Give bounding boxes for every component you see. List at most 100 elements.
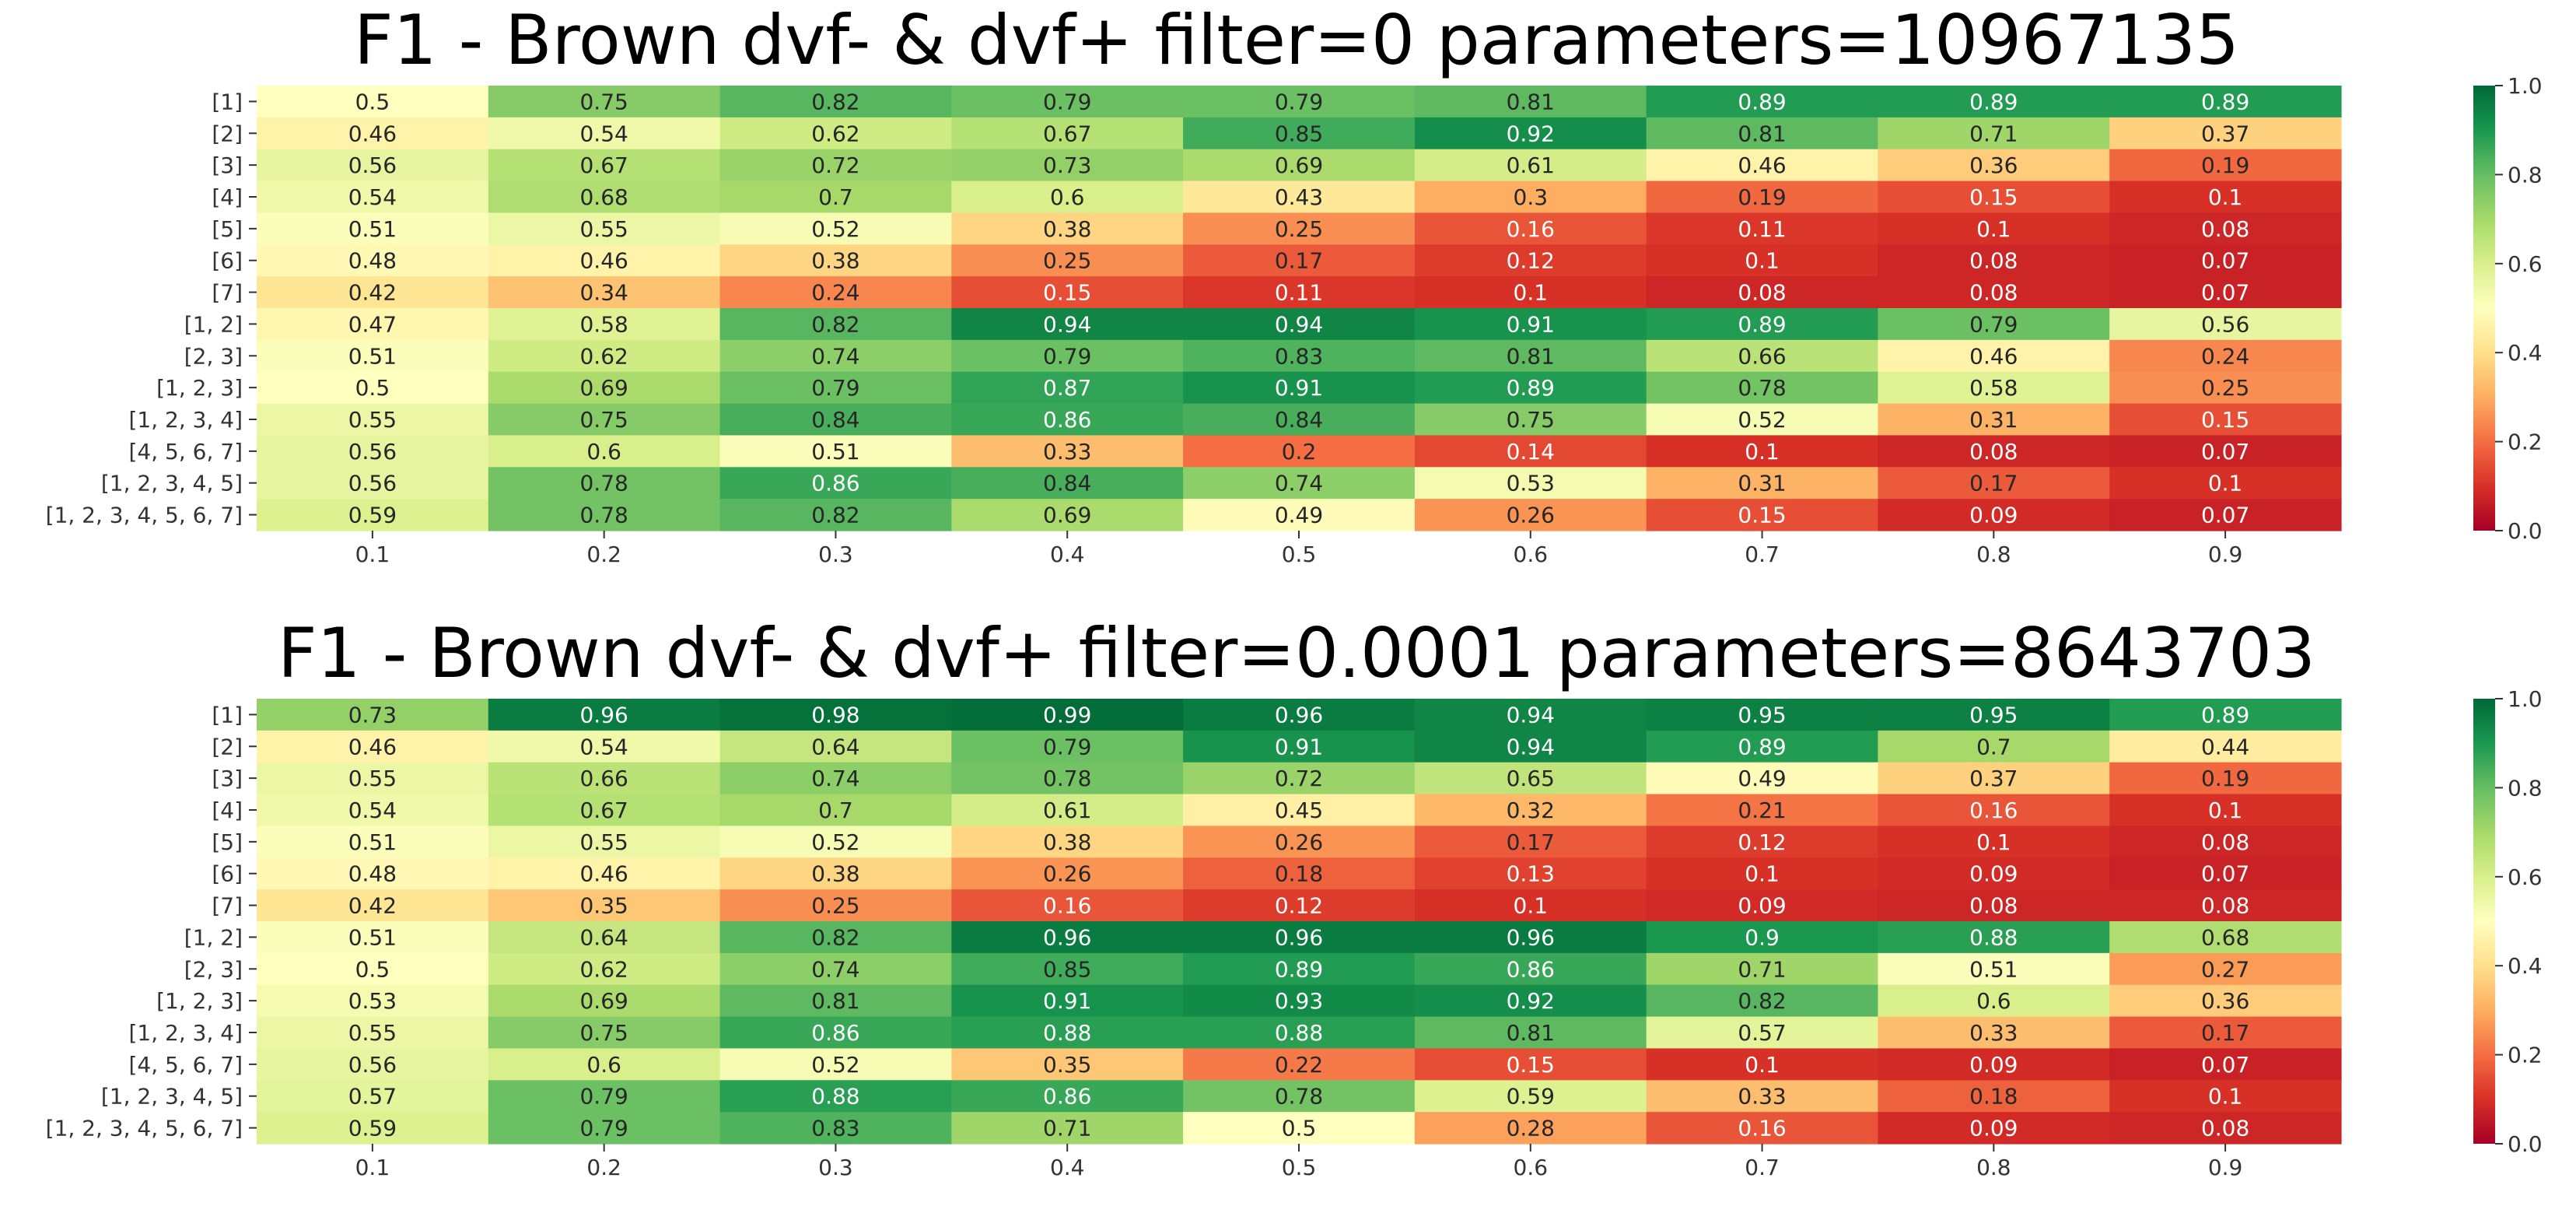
heatmap-cell [488, 1112, 721, 1145]
y-tick-label: [7] [212, 280, 243, 306]
heatmap-cell [1414, 117, 1647, 150]
cell-value-label: 0.82 [1738, 988, 1786, 1014]
heatmap-cell [1183, 730, 1416, 763]
heatmap-chart-bottom: F1 - Brown dvf- & dvf+ filter=0.0001 par… [46, 613, 2543, 1180]
cell-value-label: 0.38 [1043, 829, 1091, 855]
y-tick-label: [1, 2] [184, 311, 243, 337]
cell-value-label: 0.61 [1043, 798, 1091, 823]
heatmap-cell [1183, 984, 1416, 1018]
cell-value-label: 0.54 [348, 798, 397, 823]
cell-value-label: 0.93 [1275, 988, 1323, 1014]
cell-value-label: 0.16 [1507, 216, 1555, 242]
cell-value-label: 0.48 [348, 248, 397, 274]
y-tick-label: [3] [212, 766, 243, 791]
heatmap-cell [2109, 149, 2342, 182]
cell-value-label: 0.51 [348, 216, 397, 242]
heatmap-cell [1183, 117, 1416, 150]
x-tick-label: 0.6 [1514, 542, 1549, 567]
heatmap-cell [2109, 730, 2342, 763]
x-tick-label: 0.3 [818, 542, 853, 567]
heatmap-cell [1414, 499, 1647, 531]
cell-value-label: 0.1 [1745, 248, 1780, 274]
heatmap-cell [719, 499, 952, 531]
heatmap-cell [1646, 889, 1879, 922]
cell-value-label: 0.28 [1507, 1116, 1555, 1141]
chart-title: F1 - Brown dvf- & dvf+ filter=0 paramete… [354, 0, 2239, 80]
heatmap-cell [1878, 86, 2110, 118]
heatmap-cell [2109, 984, 2342, 1018]
heatmap-cell [1646, 794, 1879, 827]
cell-value-label: 0.64 [811, 734, 859, 759]
heatmap-cell [1646, 1048, 1879, 1081]
x-tick-label: 0.7 [1745, 542, 1780, 567]
cell-value-label: 0.79 [1043, 343, 1091, 369]
cell-value-label: 0.53 [1507, 471, 1555, 496]
x-tick-label: 0.1 [355, 542, 390, 567]
cell-value-label: 0.88 [1275, 1020, 1323, 1046]
heatmap-cell [1878, 1048, 2110, 1081]
heatmap-cell [951, 308, 1184, 341]
heatmap-cell [1414, 308, 1647, 341]
cell-value-label: 0.1 [1514, 280, 1549, 306]
y-tick-label: [1, 2, 3, 4] [128, 407, 243, 433]
cell-value-label: 0.17 [1507, 829, 1555, 855]
cell-value-label: 0.07 [2201, 503, 2249, 528]
heatmap-cell [1183, 86, 1416, 118]
colorbar-tick-label: 0.2 [2508, 1043, 2543, 1068]
cell-value-label: 0.72 [811, 153, 859, 178]
heatmap-cell [719, 1016, 952, 1050]
heatmap-cell [1183, 699, 1416, 731]
heatmap-cell [488, 762, 721, 795]
heatmap-cell [719, 1112, 952, 1145]
heatmap-cell [1878, 1080, 2110, 1113]
heatmap-cell [1878, 889, 2110, 922]
heatmap-cell [719, 339, 952, 373]
cell-value-label: 0.55 [348, 407, 397, 433]
heatmap-cell [1414, 889, 1647, 922]
heatmap-cell [719, 244, 952, 277]
cell-value-label: 0.92 [1507, 121, 1555, 146]
heatmap-cell [951, 371, 1184, 405]
cell-value-label: 0.86 [811, 1020, 859, 1046]
cell-value-label: 0.33 [1738, 1084, 1786, 1110]
cell-value-label: 0.42 [348, 280, 397, 306]
cell-value-label: 0.38 [811, 861, 859, 887]
x-tick-label: 0.8 [1976, 1155, 2011, 1180]
heatmap-cell [488, 1048, 721, 1081]
heatmap-cell [1414, 212, 1647, 245]
heatmap-cell [1878, 308, 2110, 341]
heatmap-cell [1183, 435, 1416, 468]
cell-value-label: 0.89 [1738, 89, 1786, 114]
heatmap-cell [488, 467, 721, 500]
cell-value-label: 0.82 [811, 924, 859, 950]
y-tick-label: [1] [212, 89, 243, 114]
cell-value-label: 0.96 [1043, 924, 1091, 950]
cell-value-label: 0.51 [348, 829, 397, 855]
heatmap-cell [1414, 403, 1647, 436]
heatmap-cell [488, 499, 721, 531]
heatmap-cell [1183, 794, 1416, 827]
cell-value-label: 0.98 [811, 702, 859, 727]
cell-value-label: 0.16 [1043, 893, 1091, 919]
y-tick-label: [4] [212, 798, 243, 823]
cell-value-label: 0.19 [2201, 153, 2249, 178]
heatmap-cell [488, 149, 721, 182]
heatmap-cell [951, 826, 1184, 858]
cell-value-label: 0.71 [1738, 956, 1786, 982]
heatmap-cell [1646, 86, 1879, 118]
colorbar-tick-label: 1.0 [2508, 686, 2543, 712]
cell-value-label: 0.89 [1969, 89, 2018, 114]
cell-value-label: 0.6 [586, 1052, 621, 1078]
cell-value-label: 0.38 [811, 248, 859, 274]
heatmap-cell [1878, 117, 2110, 150]
colorbar-tick-label: 0.4 [2508, 340, 2543, 366]
cell-value-label: 0.75 [1507, 407, 1555, 433]
cell-value-label: 0.55 [348, 1020, 397, 1046]
heatmap-cell [257, 1112, 489, 1145]
heatmap-cell [1414, 339, 1647, 373]
cell-value-label: 0.3 [1514, 184, 1549, 210]
cell-value-label: 0.58 [579, 311, 628, 337]
heatmap-cell [1646, 952, 1879, 986]
cell-value-label: 0.25 [1275, 216, 1323, 242]
